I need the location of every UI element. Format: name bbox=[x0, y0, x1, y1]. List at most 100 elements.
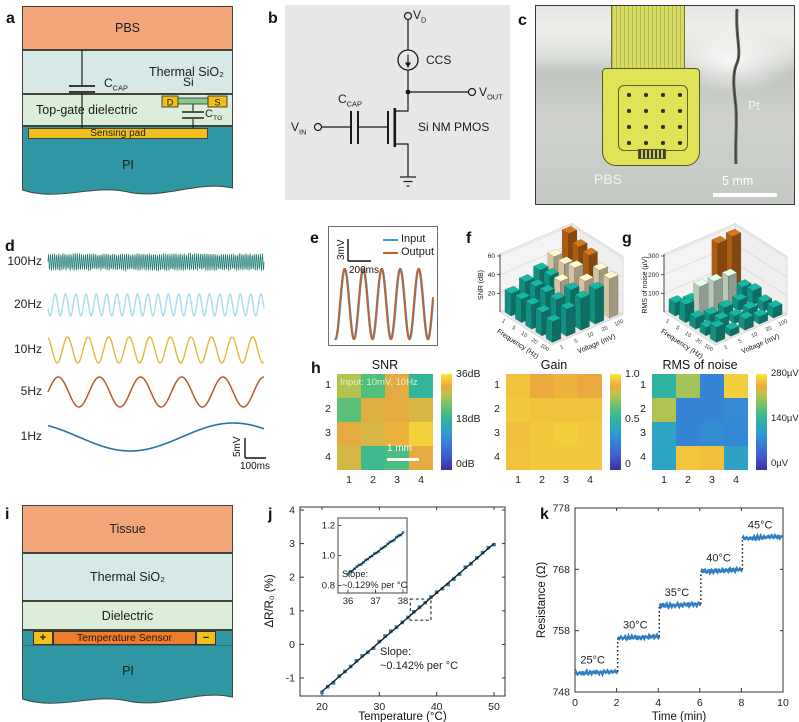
resistance-step-35°C bbox=[658, 600, 702, 610]
bar-3d bbox=[738, 311, 754, 331]
x-tick-label: 50 bbox=[488, 701, 500, 713]
bar-3d bbox=[766, 299, 783, 319]
data-marker bbox=[480, 550, 485, 555]
electrode-dot bbox=[661, 93, 665, 97]
colorbar-tick-label: 0 bbox=[625, 458, 631, 470]
data-marker bbox=[446, 582, 450, 587]
heatmap-cell bbox=[652, 374, 676, 398]
heatmap-cell bbox=[506, 422, 530, 446]
heatmap-cell bbox=[361, 374, 385, 398]
heatmap-row-label: 2 bbox=[494, 403, 500, 415]
layer-dielectric-i: Dielectric bbox=[22, 601, 233, 630]
heatmap-row-label: 4 bbox=[640, 451, 646, 463]
y-tick-label: 1 bbox=[289, 605, 295, 617]
sensor-minus-pad: − bbox=[196, 631, 216, 645]
heatmap-row-label: 3 bbox=[494, 427, 500, 439]
electrode-dot bbox=[661, 109, 665, 113]
heatmap-cell bbox=[506, 446, 530, 470]
heatmap-cell bbox=[676, 398, 700, 422]
heatmap-scalebar bbox=[387, 458, 419, 461]
x-tick-label: 30 bbox=[373, 701, 385, 713]
colorbar-tick-label: 1.0 bbox=[625, 368, 640, 380]
y-tick-label: 758 bbox=[552, 625, 570, 637]
heatmap-cell bbox=[506, 374, 530, 398]
inset-marker bbox=[397, 534, 400, 537]
inset-x-tick: 37 bbox=[370, 596, 381, 607]
heatmap-cell bbox=[724, 422, 748, 446]
layer-tissue: Tissue bbox=[22, 505, 233, 553]
legend-line-input bbox=[383, 239, 398, 242]
waveform-label-100Hz: 100Hz bbox=[7, 254, 42, 268]
circuit-svg bbox=[313, 11, 477, 187]
inset-marker bbox=[377, 550, 381, 553]
panel-label-d: d bbox=[5, 238, 15, 255]
heatmap-cell bbox=[337, 446, 361, 470]
heatmap-annotation: Input: 10mV, 10Hz bbox=[340, 377, 418, 388]
sensing-pad: Sensing pad bbox=[28, 128, 208, 139]
inset-x-tick: 36 bbox=[343, 596, 354, 607]
heatmap-cell bbox=[530, 422, 554, 446]
colorbar-tick-label: 280µV bbox=[771, 368, 799, 379]
heatmap-cell bbox=[676, 446, 700, 470]
heatmap-cell bbox=[652, 446, 676, 470]
electrode-dot bbox=[678, 125, 682, 129]
heatmap-col-label: 2 bbox=[370, 474, 376, 486]
y-tick-label: 3 bbox=[289, 538, 295, 550]
sensing-pad-label: Sensing pad bbox=[90, 128, 146, 139]
panel-c-photo: PBS Pt 5 mm bbox=[535, 5, 795, 205]
inset-marker bbox=[359, 563, 363, 566]
panel-label-b: b bbox=[268, 10, 278, 27]
heatmap-cell bbox=[554, 398, 578, 422]
volt-tick-label: 1 bbox=[723, 344, 728, 351]
bar-3d bbox=[723, 321, 740, 337]
volt-axis-label: Voltage (mV) bbox=[577, 333, 617, 355]
heatmap-col-label: 2 bbox=[685, 474, 691, 486]
z-tick-label: 40 bbox=[488, 272, 496, 279]
electrode-dot bbox=[627, 109, 631, 113]
panel-label-c: c bbox=[518, 12, 527, 29]
inset-marker bbox=[395, 535, 398, 539]
ccap-circuit-label: CCAP bbox=[338, 92, 362, 109]
panel-e-plot: 3mV 200ms Input Output bbox=[328, 226, 438, 346]
waveforms-chart: 5mV 100ms bbox=[47, 252, 270, 472]
heatmap-cell bbox=[578, 398, 602, 422]
x-tick-label: 6 bbox=[697, 697, 703, 709]
heatmap-cell bbox=[652, 422, 676, 446]
heatmap-row-label: 2 bbox=[640, 403, 646, 415]
volt-tick-label: 20 bbox=[765, 325, 773, 333]
data-marker bbox=[463, 565, 468, 569]
heatmap-cell bbox=[409, 422, 433, 446]
layer-pi-label: PI bbox=[122, 158, 134, 172]
volt-tick-label: 100 bbox=[614, 319, 625, 328]
ccs-arrow bbox=[405, 62, 411, 68]
heatmap-cell bbox=[337, 374, 361, 398]
z-axis-label: RMS of noise (µV) bbox=[642, 256, 649, 313]
volt-axis-label: Voltage (mV) bbox=[741, 333, 781, 355]
y-axis-label: Resistance (Ω) bbox=[536, 562, 548, 639]
resistance-step-45°C bbox=[741, 532, 784, 542]
sensor-band: + Temperature Sensor − bbox=[22, 630, 233, 645]
heatmap-cell bbox=[554, 446, 578, 470]
ccap-capacitor-symbol bbox=[69, 50, 95, 128]
heatmap-col-label: 3 bbox=[394, 474, 400, 486]
z-tick-label: 60 bbox=[488, 253, 496, 260]
heatmap-cell bbox=[724, 446, 748, 470]
layer-thermal-i-label: Thermal SiO₂ bbox=[89, 570, 165, 584]
ccap-label: CCAP bbox=[104, 76, 128, 93]
heatmap-row-label: 4 bbox=[494, 451, 500, 463]
heatmap-col-label: 3 bbox=[709, 474, 715, 486]
source-pad bbox=[207, 95, 228, 108]
si-label: Si bbox=[183, 75, 194, 89]
inset-x-tick: 38 bbox=[398, 596, 409, 607]
freq-tick-label: 1 bbox=[664, 318, 670, 325]
z-tick-label: 20 bbox=[488, 291, 496, 298]
z-tick-label: 200 bbox=[648, 272, 659, 279]
inset-y-tick: 1.0 bbox=[322, 551, 335, 562]
vin-terminal bbox=[313, 122, 323, 132]
inset-marker bbox=[346, 572, 350, 576]
step-temp-label: 25°C bbox=[580, 654, 605, 666]
heatmap-cell bbox=[385, 422, 409, 446]
layer-thermal-sio2-i: Thermal SiO₂ bbox=[22, 553, 233, 601]
source-label: S bbox=[214, 98, 220, 108]
